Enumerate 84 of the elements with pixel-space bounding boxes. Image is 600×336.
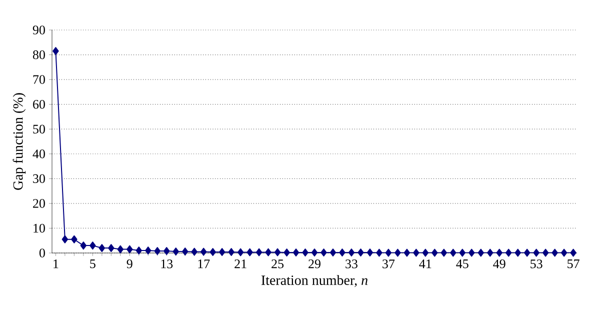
x-tick-label: 53 (530, 260, 542, 268)
point (496, 248, 502, 257)
point (348, 248, 355, 256)
point (292, 248, 300, 256)
x-tick-label: 37 (382, 260, 395, 268)
point (218, 248, 226, 256)
y-tick-label: 0 (39, 248, 45, 258)
point (52, 47, 59, 56)
y-axis-title: Gap function (%) (12, 93, 26, 190)
point (339, 248, 346, 256)
point (108, 244, 114, 252)
point (560, 248, 568, 257)
y-tick-label: 40 (32, 150, 45, 158)
point (514, 248, 521, 257)
y-tick-label: 50 (33, 124, 45, 134)
y-tick-label: 10 (34, 224, 45, 233)
point (542, 248, 549, 257)
point (163, 247, 170, 256)
point (459, 248, 466, 257)
point (450, 248, 456, 257)
point (385, 248, 392, 257)
point (90, 242, 96, 250)
point (154, 247, 160, 256)
x-tick-label: 13 (161, 260, 173, 268)
x-tick-label: 49 (493, 260, 506, 268)
point (311, 248, 318, 256)
y-tick-label: 80 (32, 50, 45, 60)
point (366, 248, 374, 256)
point (570, 248, 576, 257)
x-tick-label: 21 (234, 260, 246, 268)
point (136, 246, 142, 255)
point (117, 245, 124, 254)
y-tick-label: 30 (33, 174, 45, 184)
point (440, 248, 448, 257)
point (126, 245, 133, 254)
point (505, 248, 512, 257)
point (358, 248, 364, 256)
point (533, 248, 540, 257)
point (98, 244, 106, 252)
point (478, 248, 484, 257)
point (404, 248, 410, 257)
y-tick-label: 90 (32, 26, 45, 34)
point (432, 248, 438, 257)
point (320, 248, 327, 256)
point (256, 248, 262, 256)
x-tick-label: 5 (90, 260, 96, 268)
point (413, 248, 420, 257)
x-tick-label: 25 (272, 260, 284, 268)
point (246, 248, 253, 256)
point (265, 248, 272, 256)
point (330, 248, 336, 256)
x-tick-label: 57 (568, 260, 580, 268)
point (200, 248, 207, 256)
x-tick-label: 29 (308, 260, 320, 268)
y-tick-label: 20 (33, 199, 45, 208)
x-axis-title: Iteration number, n (261, 275, 368, 287)
x-tick-label: 33 (346, 260, 358, 268)
point (486, 248, 494, 257)
x-tick-label: 45 (456, 260, 468, 268)
point (468, 248, 475, 257)
point (394, 248, 401, 257)
point (228, 248, 234, 256)
point (284, 248, 290, 256)
x-tick-label: 1 (54, 260, 58, 268)
point (274, 248, 281, 256)
point (552, 248, 558, 257)
point (145, 246, 152, 255)
point (80, 242, 87, 250)
y-tick-label: 70 (33, 75, 45, 84)
point (182, 248, 188, 256)
point (62, 235, 68, 244)
x-tick-label: 9 (126, 260, 132, 268)
y-tick-label: 60 (33, 100, 45, 109)
point (376, 248, 382, 257)
point (71, 235, 78, 244)
point (191, 248, 198, 256)
point (237, 248, 244, 256)
x-tick-label: 17 (198, 260, 210, 268)
point (172, 248, 179, 256)
point (524, 248, 530, 257)
point (422, 248, 429, 257)
x-tick-label: 41 (419, 260, 432, 268)
point (210, 248, 216, 256)
point (302, 248, 308, 256)
